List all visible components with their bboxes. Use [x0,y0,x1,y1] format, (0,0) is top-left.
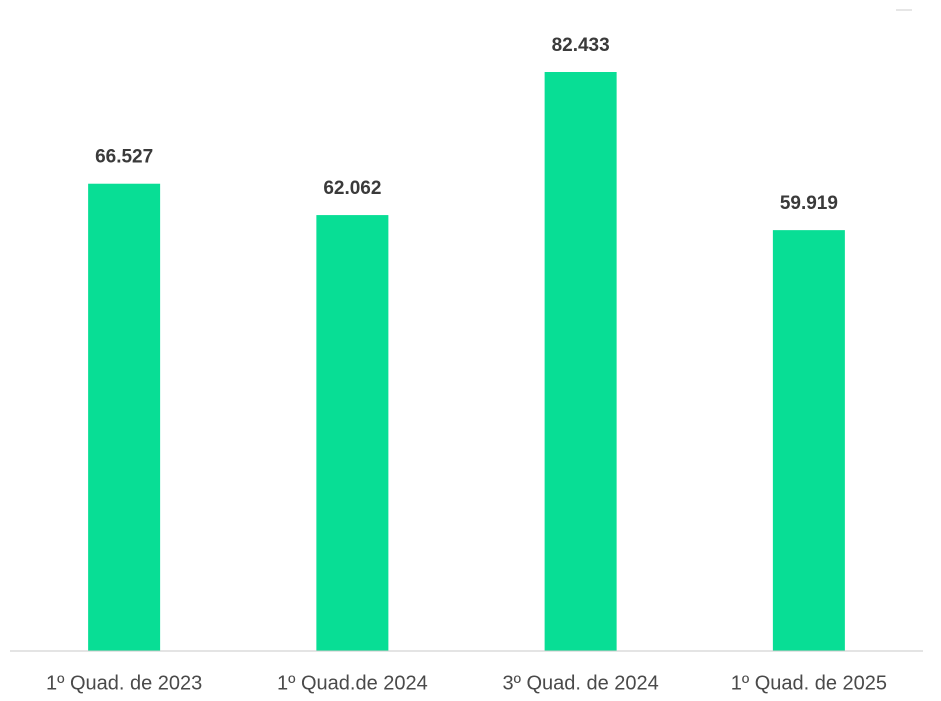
bar [544,72,617,651]
bar [88,183,161,652]
x-tick-label: 1º Quad. de 2025 [731,672,887,694]
x-tick-label: 1º Quad. de 2023 [46,672,202,694]
x-tick-label: 1º Quad.de 2024 [277,672,428,694]
value-label: 66.527 [95,147,153,168]
x-tick-label: 3º Quad. de 2024 [502,672,658,694]
bar [772,230,845,651]
value-label: 82.433 [552,35,610,56]
bar [316,215,389,651]
value-label: 62.062 [323,178,381,199]
value-label: 59.919 [780,193,838,214]
